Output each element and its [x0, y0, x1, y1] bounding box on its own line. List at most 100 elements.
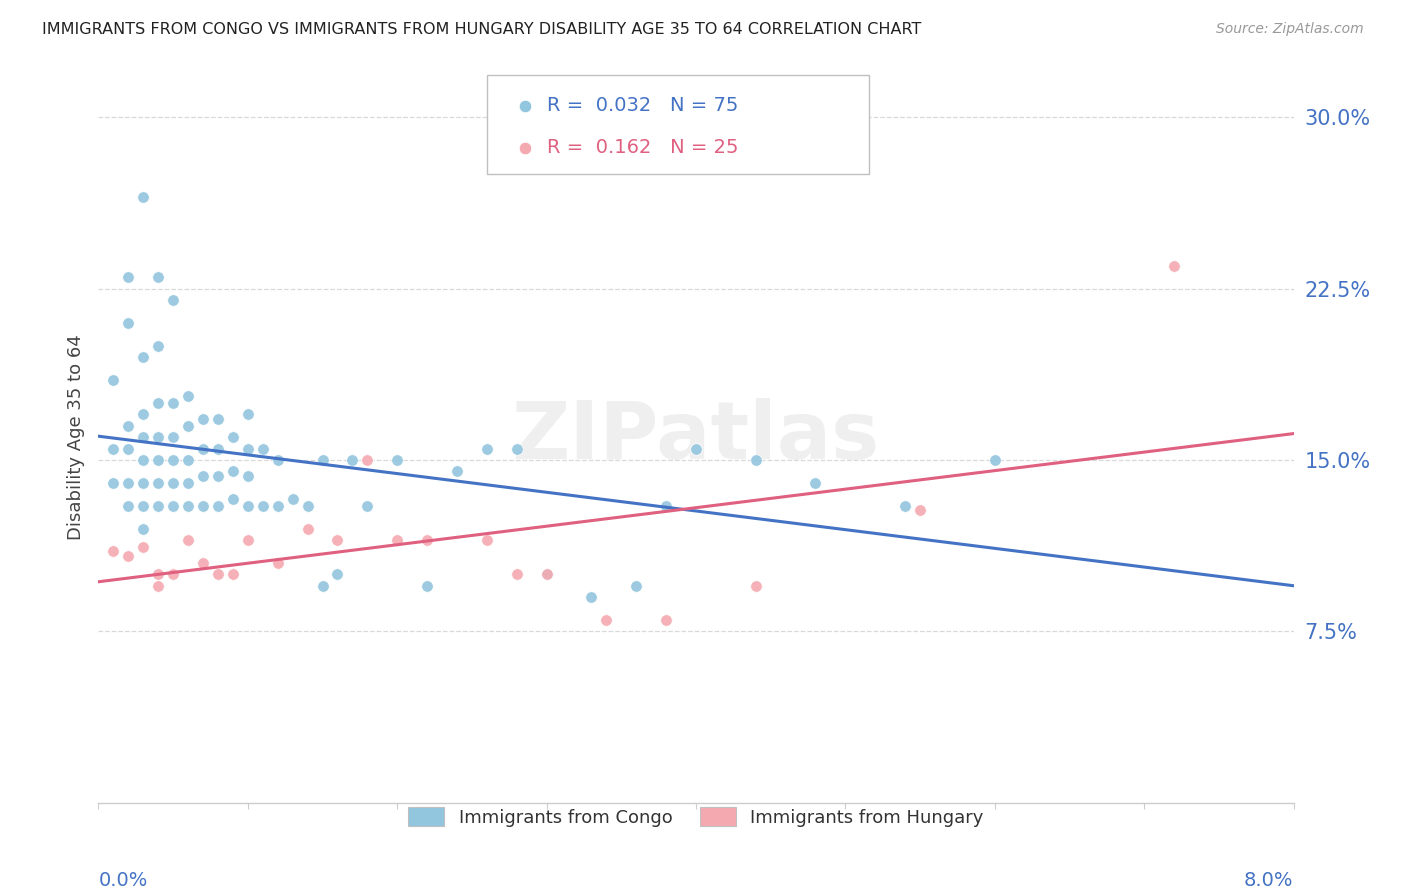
- Point: [103, 544, 125, 558]
- Point: [207, 499, 229, 513]
- Point: [117, 418, 139, 433]
- Point: [177, 389, 200, 403]
- Point: [191, 412, 214, 426]
- Point: [177, 533, 200, 547]
- Point: [191, 556, 214, 570]
- Point: [148, 430, 170, 444]
- Point: [191, 469, 214, 483]
- Point: [162, 396, 184, 410]
- Point: [132, 475, 155, 490]
- Point: [162, 475, 184, 490]
- Point: [626, 579, 648, 593]
- Point: [385, 533, 409, 547]
- Point: [326, 567, 349, 582]
- Point: [191, 442, 214, 456]
- Text: Source: ZipAtlas.com: Source: ZipAtlas.com: [1216, 22, 1364, 37]
- Point: [117, 549, 139, 563]
- Point: [132, 407, 155, 421]
- Point: [148, 338, 170, 352]
- Point: [117, 442, 139, 456]
- Point: [745, 579, 768, 593]
- Point: [148, 579, 170, 593]
- Point: [475, 442, 498, 456]
- Point: [236, 407, 259, 421]
- Point: [132, 190, 155, 204]
- Point: [311, 453, 333, 467]
- Point: [1163, 259, 1185, 273]
- Point: [804, 475, 827, 490]
- Point: [222, 491, 245, 506]
- Point: [297, 499, 319, 513]
- Point: [207, 442, 229, 456]
- Point: [207, 567, 229, 582]
- Point: [475, 533, 498, 547]
- Point: [236, 442, 259, 456]
- Point: [236, 469, 259, 483]
- Point: [117, 270, 139, 285]
- Point: [191, 499, 214, 513]
- Point: [311, 579, 333, 593]
- Text: R =  0.162   N = 25: R = 0.162 N = 25: [547, 138, 738, 158]
- Point: [222, 567, 245, 582]
- Point: [416, 533, 439, 547]
- Y-axis label: Disability Age 35 to 64: Disability Age 35 to 64: [66, 334, 84, 540]
- Point: [297, 521, 319, 535]
- Point: [267, 556, 290, 570]
- Point: [132, 430, 155, 444]
- Point: [103, 373, 125, 387]
- Point: [536, 567, 558, 582]
- Point: [103, 442, 125, 456]
- FancyBboxPatch shape: [486, 75, 869, 174]
- Point: [177, 453, 200, 467]
- Point: [356, 453, 378, 467]
- Text: ZIPatlas: ZIPatlas: [512, 398, 880, 476]
- Point: [222, 430, 245, 444]
- Point: [655, 613, 678, 627]
- Point: [103, 475, 125, 490]
- Text: 0.0%: 0.0%: [98, 871, 148, 890]
- Point: [685, 442, 707, 456]
- Point: [148, 499, 170, 513]
- Point: [326, 533, 349, 547]
- Point: [117, 316, 139, 330]
- Point: [267, 499, 290, 513]
- Point: [894, 499, 917, 513]
- Point: [162, 293, 184, 307]
- Point: [252, 442, 274, 456]
- Point: [416, 579, 439, 593]
- Point: [148, 567, 170, 582]
- Text: 8.0%: 8.0%: [1244, 871, 1294, 890]
- Point: [745, 453, 768, 467]
- Legend: Immigrants from Congo, Immigrants from Hungary: Immigrants from Congo, Immigrants from H…: [401, 800, 991, 834]
- Point: [207, 412, 229, 426]
- Text: R =  0.032   N = 75: R = 0.032 N = 75: [547, 96, 738, 115]
- Point: [177, 499, 200, 513]
- Point: [595, 613, 617, 627]
- Point: [117, 499, 139, 513]
- Point: [506, 567, 529, 582]
- Point: [236, 533, 259, 547]
- Point: [162, 499, 184, 513]
- Point: [655, 499, 678, 513]
- Point: [148, 453, 170, 467]
- Point: [132, 499, 155, 513]
- Point: [984, 453, 1007, 467]
- Point: [177, 418, 200, 433]
- Point: [222, 464, 245, 478]
- Point: [446, 464, 468, 478]
- Point: [236, 499, 259, 513]
- Point: [252, 499, 274, 513]
- Point: [148, 475, 170, 490]
- Point: [132, 540, 155, 554]
- Point: [267, 453, 290, 467]
- Point: [162, 567, 184, 582]
- Point: [162, 453, 184, 467]
- Point: [506, 442, 529, 456]
- Point: [132, 350, 155, 364]
- Point: [356, 499, 378, 513]
- Point: [132, 521, 155, 535]
- Point: [581, 590, 603, 604]
- Point: [207, 469, 229, 483]
- Point: [177, 475, 200, 490]
- Point: [117, 475, 139, 490]
